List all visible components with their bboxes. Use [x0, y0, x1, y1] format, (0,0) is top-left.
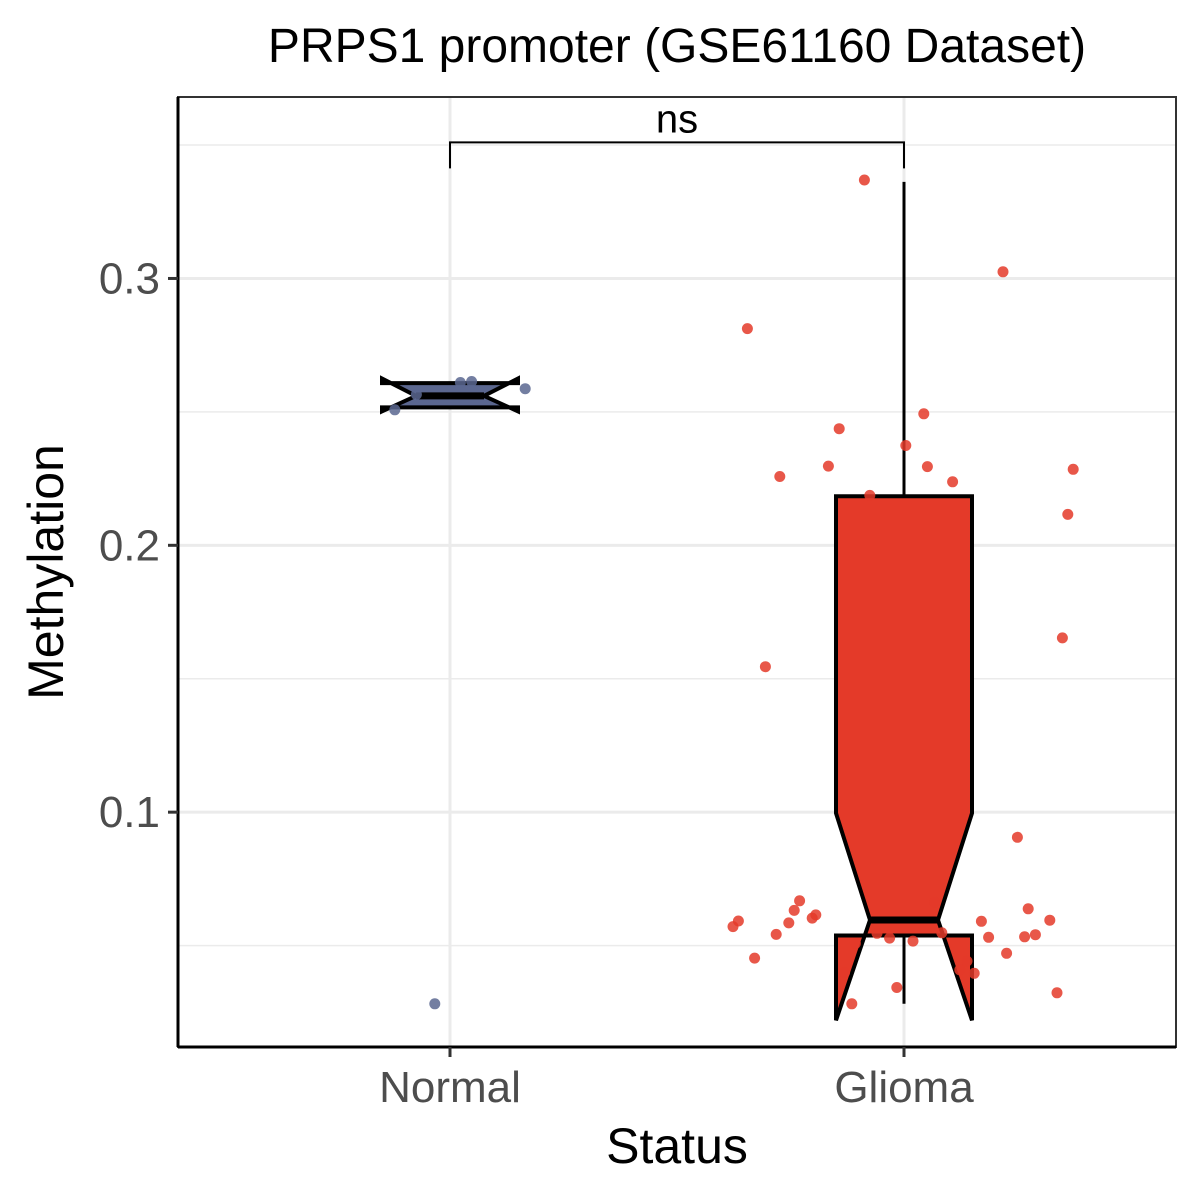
data-point [1051, 987, 1063, 999]
significance-bracket: ns [449, 97, 905, 169]
x-axis-title: Status [606, 1118, 748, 1174]
data-point [864, 489, 876, 501]
x-tick-label: Normal [379, 1063, 521, 1112]
data-point [389, 404, 401, 416]
y-tick-label: 0.3 [99, 254, 160, 303]
box-glioma [834, 494, 974, 1021]
data-point [1022, 903, 1034, 915]
data-point [871, 927, 883, 939]
data-point [749, 952, 761, 964]
data-point [918, 408, 930, 420]
data-point [1029, 929, 1041, 941]
data-point [907, 935, 919, 947]
data-point [1011, 831, 1023, 843]
chart-title: PRPS1 promoter (GSE61160 Dataset) [268, 20, 1086, 73]
data-point [1019, 931, 1031, 943]
data-point [975, 915, 987, 927]
data-point [454, 377, 466, 388]
data-point [961, 955, 973, 967]
data-point [1001, 947, 1013, 959]
data-point [983, 931, 995, 943]
data-point [1067, 463, 1079, 475]
data-point [788, 904, 800, 916]
data-point [921, 461, 933, 473]
boxes [380, 181, 974, 1021]
data-point [968, 967, 980, 979]
data-point [947, 476, 959, 488]
data-point [410, 389, 422, 400]
data-point [846, 998, 858, 1010]
significance-label: ns [656, 97, 698, 141]
data-point [429, 998, 441, 1010]
y-tick-label: 0.2 [99, 521, 160, 570]
axis-ticks: 0.1 0.2 0.3 Normal Glioma [99, 254, 974, 1112]
data-point [900, 440, 912, 451]
data-point [759, 661, 771, 673]
y-axis-title: Methylation [18, 444, 74, 700]
x-tick-label: Glioma [834, 1063, 974, 1112]
data-point [1062, 508, 1074, 520]
data-point [806, 912, 818, 924]
data-point [936, 927, 948, 939]
data-point [891, 982, 903, 993]
data-point [1044, 914, 1056, 926]
data-point [833, 423, 845, 435]
data-point [822, 460, 834, 472]
data-points [389, 174, 1079, 1010]
data-point [1056, 632, 1068, 644]
data-point [929, 896, 941, 908]
data-point [774, 471, 786, 482]
data-point [466, 376, 478, 387]
data-point [884, 932, 896, 944]
panel-background [178, 97, 1176, 1047]
y-tick-label: 0.1 [99, 788, 160, 837]
data-point [741, 323, 753, 335]
data-point [997, 266, 1009, 278]
data-point [727, 921, 739, 933]
data-point [770, 928, 782, 940]
data-point [519, 383, 531, 395]
data-point [839, 967, 851, 978]
data-point [794, 895, 806, 907]
data-point [954, 964, 966, 976]
data-point [858, 174, 870, 186]
data-point [783, 917, 795, 929]
significance-line [449, 141, 905, 169]
data-point [849, 938, 861, 949]
